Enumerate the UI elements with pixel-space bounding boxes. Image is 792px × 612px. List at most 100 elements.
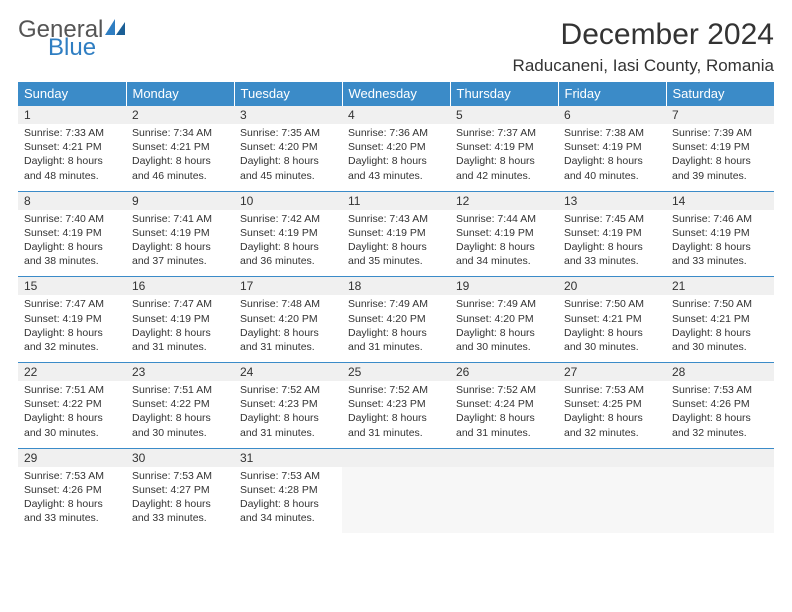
month-title: December 2024 [513,18,774,52]
sunrise-line: Sunrise: 7:51 AM [132,383,228,397]
page-header: General Blue December 2024 Raducaneni, I… [18,18,774,76]
sunrise-line: Sunrise: 7:36 AM [348,126,444,140]
daylight-line: Daylight: 8 hours and 33 minutes. [24,497,120,525]
logo-sail-icon [105,19,127,42]
sunrise-line: Sunrise: 7:44 AM [456,212,552,226]
day-content-cell: Sunrise: 7:50 AMSunset: 4:21 PMDaylight:… [666,295,774,362]
day-number-cell: 22 [18,363,126,382]
sunset-line: Sunset: 4:19 PM [24,312,120,326]
day-number-cell: 10 [234,191,342,210]
daylight-line: Daylight: 8 hours and 48 minutes. [24,154,120,182]
sunrise-line: Sunrise: 7:50 AM [672,297,768,311]
day-number-row: 1234567 [18,106,774,125]
day-content-cell: Sunrise: 7:40 AMSunset: 4:19 PMDaylight:… [18,210,126,277]
sunset-line: Sunset: 4:19 PM [456,140,552,154]
sunrise-line: Sunrise: 7:43 AM [348,212,444,226]
calendar-table: SundayMondayTuesdayWednesdayThursdayFrid… [18,82,774,533]
day-content-row: Sunrise: 7:40 AMSunset: 4:19 PMDaylight:… [18,210,774,277]
sunrise-line: Sunrise: 7:34 AM [132,126,228,140]
day-number-cell [342,448,450,467]
sunset-line: Sunset: 4:21 PM [672,312,768,326]
daylight-line: Daylight: 8 hours and 36 minutes. [240,240,336,268]
day-number-cell: 1 [18,106,126,125]
day-number-cell: 26 [450,363,558,382]
daylight-line: Daylight: 8 hours and 30 minutes. [456,326,552,354]
day-content-row: Sunrise: 7:47 AMSunset: 4:19 PMDaylight:… [18,295,774,362]
sunset-line: Sunset: 4:19 PM [348,226,444,240]
day-number-cell: 8 [18,191,126,210]
day-content-cell: Sunrise: 7:45 AMSunset: 4:19 PMDaylight:… [558,210,666,277]
sunrise-line: Sunrise: 7:52 AM [240,383,336,397]
day-number-cell [666,448,774,467]
sunrise-line: Sunrise: 7:35 AM [240,126,336,140]
daylight-line: Daylight: 8 hours and 43 minutes. [348,154,444,182]
daylight-line: Daylight: 8 hours and 45 minutes. [240,154,336,182]
daylight-line: Daylight: 8 hours and 32 minutes. [672,411,768,439]
sunset-line: Sunset: 4:21 PM [132,140,228,154]
daylight-line: Daylight: 8 hours and 30 minutes. [564,326,660,354]
daylight-line: Daylight: 8 hours and 31 minutes. [348,326,444,354]
day-number-cell: 21 [666,277,774,296]
daylight-line: Daylight: 8 hours and 33 minutes. [132,497,228,525]
sunrise-line: Sunrise: 7:47 AM [24,297,120,311]
sunrise-line: Sunrise: 7:52 AM [348,383,444,397]
day-content-cell: Sunrise: 7:52 AMSunset: 4:23 PMDaylight:… [234,381,342,448]
sunset-line: Sunset: 4:20 PM [240,312,336,326]
day-number-cell: 20 [558,277,666,296]
location-text: Raducaneni, Iasi County, Romania [513,56,774,76]
title-block: December 2024 Raducaneni, Iasi County, R… [513,18,774,76]
weekday-header: Tuesday [234,82,342,106]
sunrise-line: Sunrise: 7:53 AM [564,383,660,397]
daylight-line: Daylight: 8 hours and 30 minutes. [132,411,228,439]
day-content-cell: Sunrise: 7:37 AMSunset: 4:19 PMDaylight:… [450,124,558,191]
daylight-line: Daylight: 8 hours and 33 minutes. [672,240,768,268]
daylight-line: Daylight: 8 hours and 38 minutes. [24,240,120,268]
sunrise-line: Sunrise: 7:53 AM [132,469,228,483]
daylight-line: Daylight: 8 hours and 31 minutes. [240,326,336,354]
day-number-row: 293031 [18,448,774,467]
sunset-line: Sunset: 4:20 PM [348,140,444,154]
sunset-line: Sunset: 4:23 PM [240,397,336,411]
daylight-line: Daylight: 8 hours and 33 minutes. [564,240,660,268]
day-content-row: Sunrise: 7:53 AMSunset: 4:26 PMDaylight:… [18,467,774,534]
day-content-cell: Sunrise: 7:46 AMSunset: 4:19 PMDaylight:… [666,210,774,277]
sunset-line: Sunset: 4:19 PM [24,226,120,240]
daylight-line: Daylight: 8 hours and 31 minutes. [240,411,336,439]
day-number-cell: 5 [450,106,558,125]
sunset-line: Sunset: 4:19 PM [456,226,552,240]
weekday-header-row: SundayMondayTuesdayWednesdayThursdayFrid… [18,82,774,106]
day-content-cell: Sunrise: 7:53 AMSunset: 4:28 PMDaylight:… [234,467,342,534]
sunrise-line: Sunrise: 7:49 AM [348,297,444,311]
weekday-header: Friday [558,82,666,106]
logo: General Blue [18,18,127,66]
daylight-line: Daylight: 8 hours and 37 minutes. [132,240,228,268]
day-content-row: Sunrise: 7:51 AMSunset: 4:22 PMDaylight:… [18,381,774,448]
day-content-cell: Sunrise: 7:41 AMSunset: 4:19 PMDaylight:… [126,210,234,277]
day-content-cell: Sunrise: 7:44 AMSunset: 4:19 PMDaylight:… [450,210,558,277]
day-number-cell: 12 [450,191,558,210]
day-content-cell: Sunrise: 7:47 AMSunset: 4:19 PMDaylight:… [126,295,234,362]
day-content-cell [342,467,450,534]
day-content-cell: Sunrise: 7:53 AMSunset: 4:26 PMDaylight:… [18,467,126,534]
day-content-cell [666,467,774,534]
daylight-line: Daylight: 8 hours and 40 minutes. [564,154,660,182]
daylight-line: Daylight: 8 hours and 30 minutes. [672,326,768,354]
sunset-line: Sunset: 4:20 PM [456,312,552,326]
sunset-line: Sunset: 4:19 PM [672,140,768,154]
day-number-cell: 6 [558,106,666,125]
sunrise-line: Sunrise: 7:39 AM [672,126,768,140]
sunset-line: Sunset: 4:19 PM [132,226,228,240]
daylight-line: Daylight: 8 hours and 30 minutes. [24,411,120,439]
sunset-line: Sunset: 4:19 PM [132,312,228,326]
day-content-cell [450,467,558,534]
sunset-line: Sunset: 4:22 PM [132,397,228,411]
day-number-cell: 9 [126,191,234,210]
sunrise-line: Sunrise: 7:42 AM [240,212,336,226]
daylight-line: Daylight: 8 hours and 32 minutes. [564,411,660,439]
daylight-line: Daylight: 8 hours and 35 minutes. [348,240,444,268]
sunset-line: Sunset: 4:28 PM [240,483,336,497]
day-number-row: 22232425262728 [18,363,774,382]
sunrise-line: Sunrise: 7:50 AM [564,297,660,311]
sunrise-line: Sunrise: 7:45 AM [564,212,660,226]
day-number-row: 891011121314 [18,191,774,210]
